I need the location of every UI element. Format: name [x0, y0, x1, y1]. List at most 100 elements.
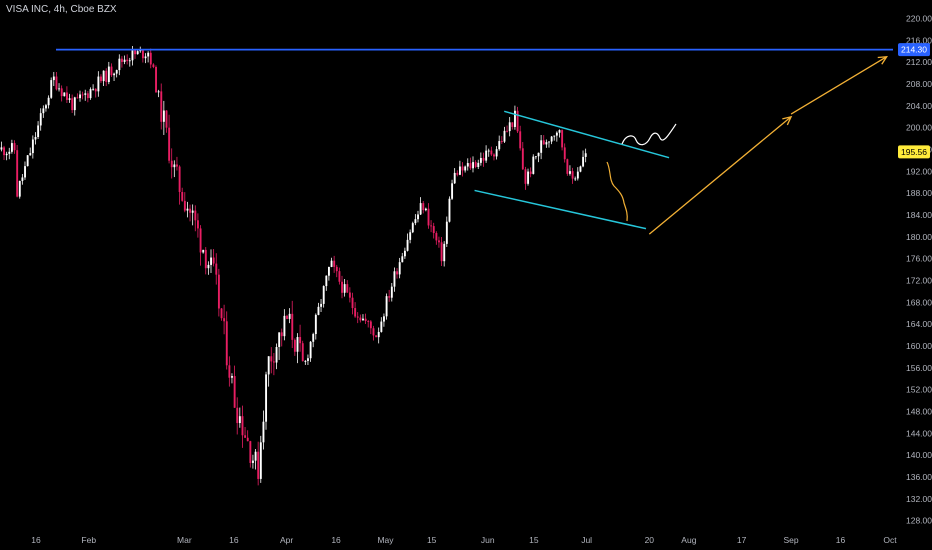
candle-body — [76, 97, 79, 99]
candle-body — [233, 376, 236, 408]
candle-body — [356, 316, 359, 318]
candle-body — [472, 162, 474, 169]
candle-body — [21, 177, 24, 181]
candle-body — [181, 191, 184, 201]
candle-body — [86, 93, 89, 99]
candle-body — [170, 160, 173, 168]
candle-body — [380, 321, 383, 332]
candle-body — [506, 130, 509, 132]
candle-body — [231, 376, 233, 378]
candle-body — [443, 243, 446, 262]
candle-body — [307, 358, 309, 361]
candle-body — [474, 162, 477, 167]
candle-body — [16, 150, 19, 197]
candle-body — [160, 91, 163, 122]
candle-body — [571, 171, 574, 179]
candle-body — [37, 125, 40, 138]
candle-body — [341, 281, 343, 293]
candle-body — [136, 51, 139, 55]
candle-body — [215, 263, 218, 275]
candle-body — [500, 141, 503, 142]
candle-body — [490, 150, 493, 155]
candle-body — [338, 271, 341, 282]
time-tick-label: 16 — [331, 535, 341, 545]
candle-body — [26, 155, 29, 167]
candle-body — [438, 240, 440, 243]
candle-body — [545, 142, 548, 145]
candle-body — [328, 266, 330, 276]
candle-body — [430, 225, 433, 227]
candle-body — [118, 58, 121, 71]
candle-body — [13, 143, 16, 151]
candle-body — [459, 166, 461, 175]
candle-body — [176, 164, 178, 167]
candle-body — [275, 346, 278, 363]
candle-body — [396, 271, 399, 275]
candle-body — [102, 70, 105, 82]
candle-body — [246, 437, 249, 442]
price-tick-label: 212.00 — [906, 57, 932, 67]
candle-body — [210, 257, 212, 265]
price-tick-label: 168.00 — [906, 297, 932, 307]
candle-body — [325, 275, 328, 287]
candle-body — [5, 153, 8, 156]
price-tick-label: 192.00 — [906, 166, 932, 176]
candle-body — [569, 171, 571, 174]
candle-body — [34, 137, 37, 140]
candle-body — [225, 321, 228, 366]
candle-body — [257, 451, 260, 479]
candle-body — [45, 105, 47, 109]
candle-body — [495, 149, 498, 157]
candle-body — [411, 223, 414, 233]
candle-body — [427, 208, 430, 226]
candle-body — [47, 97, 50, 106]
time-tick-label: Mar — [177, 535, 192, 545]
candle-body — [115, 70, 118, 74]
candle-body — [516, 110, 519, 132]
candle-body — [10, 143, 13, 152]
resistance-price-tag — [898, 43, 930, 57]
candle-body — [364, 318, 367, 322]
candle-body — [435, 233, 438, 241]
candle-body — [8, 151, 11, 154]
candle-body — [369, 321, 372, 329]
candle-body — [351, 297, 354, 309]
candle-body — [584, 153, 587, 157]
time-tick-label: Apr — [280, 535, 293, 545]
candle-body — [152, 64, 155, 67]
candle-body — [432, 226, 435, 234]
candle-body — [464, 166, 467, 171]
candle-body — [367, 321, 370, 322]
candle-body — [202, 249, 205, 253]
candle-body — [542, 140, 545, 145]
candle-body — [81, 94, 84, 96]
candles-layer — [0, 46, 587, 486]
drawings-layer — [56, 48, 893, 235]
candle-body — [579, 166, 582, 172]
candle-body — [186, 208, 189, 211]
candle-body — [508, 122, 511, 132]
candle-body — [383, 316, 385, 322]
candle-body — [514, 110, 516, 127]
candle-body — [110, 66, 113, 76]
price-tick-label: 208.00 — [906, 79, 932, 89]
candle-body — [563, 147, 566, 160]
candle-body — [317, 306, 320, 315]
candle-body — [403, 250, 406, 257]
time-axis[interactable]: 16 Feb Mar 16 Apr 16 May 15 Jun 15 Jul 20 Aug 17 Sep 16… — [31, 535, 897, 545]
candle-body — [272, 361, 275, 363]
candle-body — [252, 460, 254, 463]
candle-body — [92, 88, 95, 90]
price-tick-label: 152.00 — [906, 385, 932, 395]
candle-body — [448, 198, 451, 222]
price-axis[interactable]: 220.00216.00212.00208.00204.00200.00196.… — [906, 14, 932, 526]
candle-body — [304, 360, 307, 362]
candle-body — [299, 337, 302, 344]
candle-body — [126, 59, 129, 62]
time-tick-label: Aug — [681, 535, 696, 545]
price-tags: 214.30 195.56 — [898, 43, 930, 159]
channel-lower-line — [474, 189, 647, 230]
price-tick-label: 200.00 — [906, 123, 932, 133]
candle-body — [524, 169, 527, 184]
